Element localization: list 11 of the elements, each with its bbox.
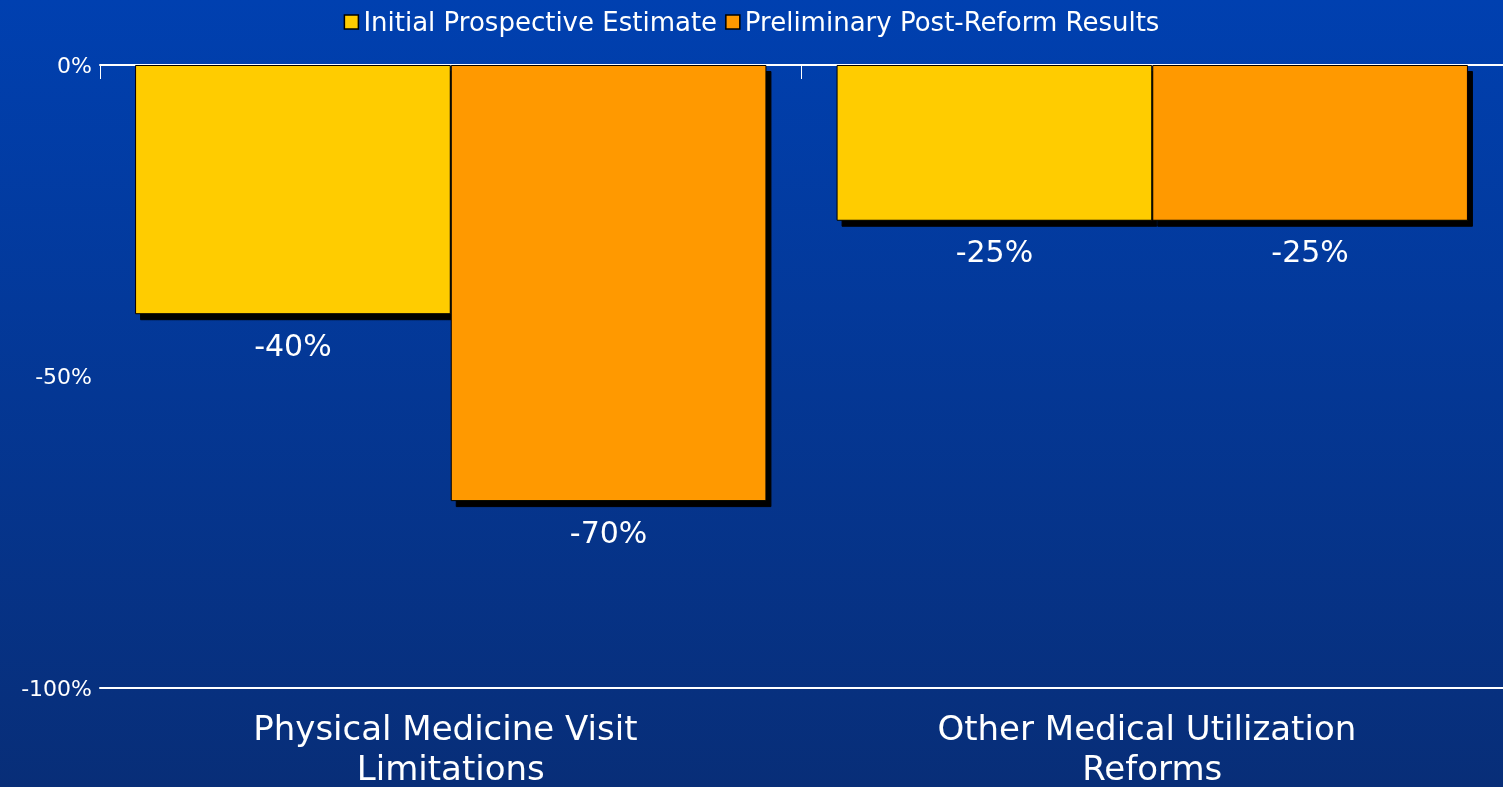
data-label: -40%	[254, 327, 332, 363]
data-label: -25%	[955, 234, 1034, 270]
x-tick-label: Other Medical Utilization Reforms	[937, 708, 1368, 787]
data-label: -25%	[1271, 234, 1349, 270]
y-tick-label: -100%	[21, 675, 92, 701]
data-label: -70%	[569, 514, 648, 550]
y-tick-label: 0%	[57, 52, 92, 78]
legend-label: Initial Prospective Estimate	[363, 7, 718, 37]
legend-label: Preliminary Post-Reform Results	[744, 7, 1160, 37]
y-tick-label: -50%	[35, 364, 92, 389]
x-tick-label: Physical Medicine Visit Limitations	[253, 708, 649, 787]
